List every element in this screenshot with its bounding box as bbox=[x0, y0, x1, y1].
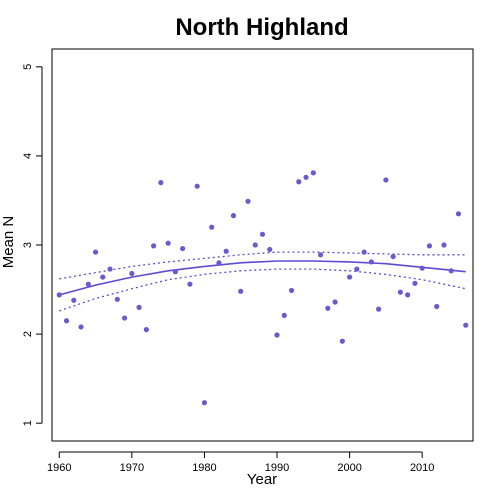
data-point bbox=[92, 249, 99, 255]
plot-frame bbox=[51, 48, 474, 442]
data-point bbox=[165, 240, 171, 246]
data-point bbox=[223, 248, 229, 254]
data-point bbox=[390, 253, 396, 260]
data-point bbox=[441, 242, 447, 248]
data-point bbox=[296, 179, 302, 185]
data-point bbox=[187, 281, 193, 287]
data-point bbox=[71, 297, 77, 303]
data-point bbox=[100, 274, 106, 280]
data-point bbox=[434, 303, 440, 310]
data-point bbox=[209, 224, 215, 230]
data-point bbox=[383, 177, 389, 183]
x-tick-label: 2010 bbox=[410, 462, 434, 474]
x-tick-label: 1990 bbox=[265, 462, 289, 474]
data-point bbox=[136, 304, 142, 310]
data-point bbox=[180, 245, 186, 252]
data-point bbox=[194, 183, 200, 189]
data-point bbox=[230, 213, 237, 219]
x-tick-label: 1970 bbox=[120, 462, 144, 474]
data-point bbox=[339, 338, 345, 344]
data-point bbox=[426, 243, 433, 249]
data-point bbox=[121, 315, 128, 321]
y-tick-label: 4 bbox=[22, 153, 34, 159]
data-point bbox=[107, 266, 113, 272]
data-point bbox=[455, 211, 462, 217]
data-point bbox=[288, 287, 295, 294]
data-point bbox=[332, 299, 338, 305]
data-point bbox=[354, 266, 360, 272]
y-tick-label: 3 bbox=[22, 242, 34, 248]
data-point bbox=[143, 327, 149, 333]
data-point bbox=[274, 332, 280, 338]
data-point bbox=[56, 292, 62, 298]
y-tick-label: 2 bbox=[22, 331, 34, 337]
data-point bbox=[252, 242, 258, 248]
data-point bbox=[325, 305, 331, 311]
data-point bbox=[114, 296, 120, 302]
data-point bbox=[63, 318, 70, 324]
data-point bbox=[347, 274, 353, 280]
data-point bbox=[151, 243, 157, 249]
x-axis-label: Year bbox=[247, 471, 277, 488]
data-point bbox=[158, 180, 164, 186]
data-point bbox=[368, 259, 374, 265]
lower-confidence-band bbox=[59, 268, 466, 312]
data-point bbox=[463, 322, 469, 328]
x-tick-label: 2000 bbox=[337, 462, 361, 474]
data-point bbox=[259, 231, 266, 237]
data-point bbox=[376, 306, 382, 312]
y-tick-label: 5 bbox=[22, 64, 34, 70]
upper-confidence-band bbox=[59, 251, 466, 280]
fit-curve bbox=[59, 260, 466, 296]
data-point bbox=[245, 198, 251, 204]
data-point bbox=[172, 269, 178, 275]
chart-title: North Highland bbox=[175, 14, 348, 41]
data-point bbox=[317, 252, 324, 258]
x-tick-label: 1980 bbox=[192, 462, 216, 474]
data-point bbox=[405, 292, 411, 298]
data-point bbox=[281, 312, 287, 318]
data-point bbox=[310, 170, 316, 176]
x-axis: 1960 1970 1980 1990 2000 2010 bbox=[47, 451, 434, 474]
data-point bbox=[412, 280, 418, 286]
data-points bbox=[56, 170, 469, 406]
fit-line bbox=[59, 260, 466, 296]
data-point bbox=[397, 289, 404, 295]
data-point bbox=[238, 288, 244, 294]
data-point bbox=[78, 324, 84, 330]
y-axis: 1 2 3 4 5 bbox=[22, 64, 43, 426]
x-tick-label: 1960 bbox=[47, 462, 71, 474]
y-tick-label: 1 bbox=[22, 420, 34, 426]
confidence-bands bbox=[59, 251, 466, 312]
data-point bbox=[303, 174, 309, 180]
data-point bbox=[419, 265, 425, 271]
data-point bbox=[129, 270, 135, 277]
y-axis-label: Mean N bbox=[0, 216, 17, 269]
data-point bbox=[267, 246, 273, 253]
data-point bbox=[216, 260, 222, 266]
data-point bbox=[361, 249, 367, 255]
data-point bbox=[448, 268, 454, 274]
data-point bbox=[85, 281, 91, 287]
data-point bbox=[201, 400, 208, 406]
